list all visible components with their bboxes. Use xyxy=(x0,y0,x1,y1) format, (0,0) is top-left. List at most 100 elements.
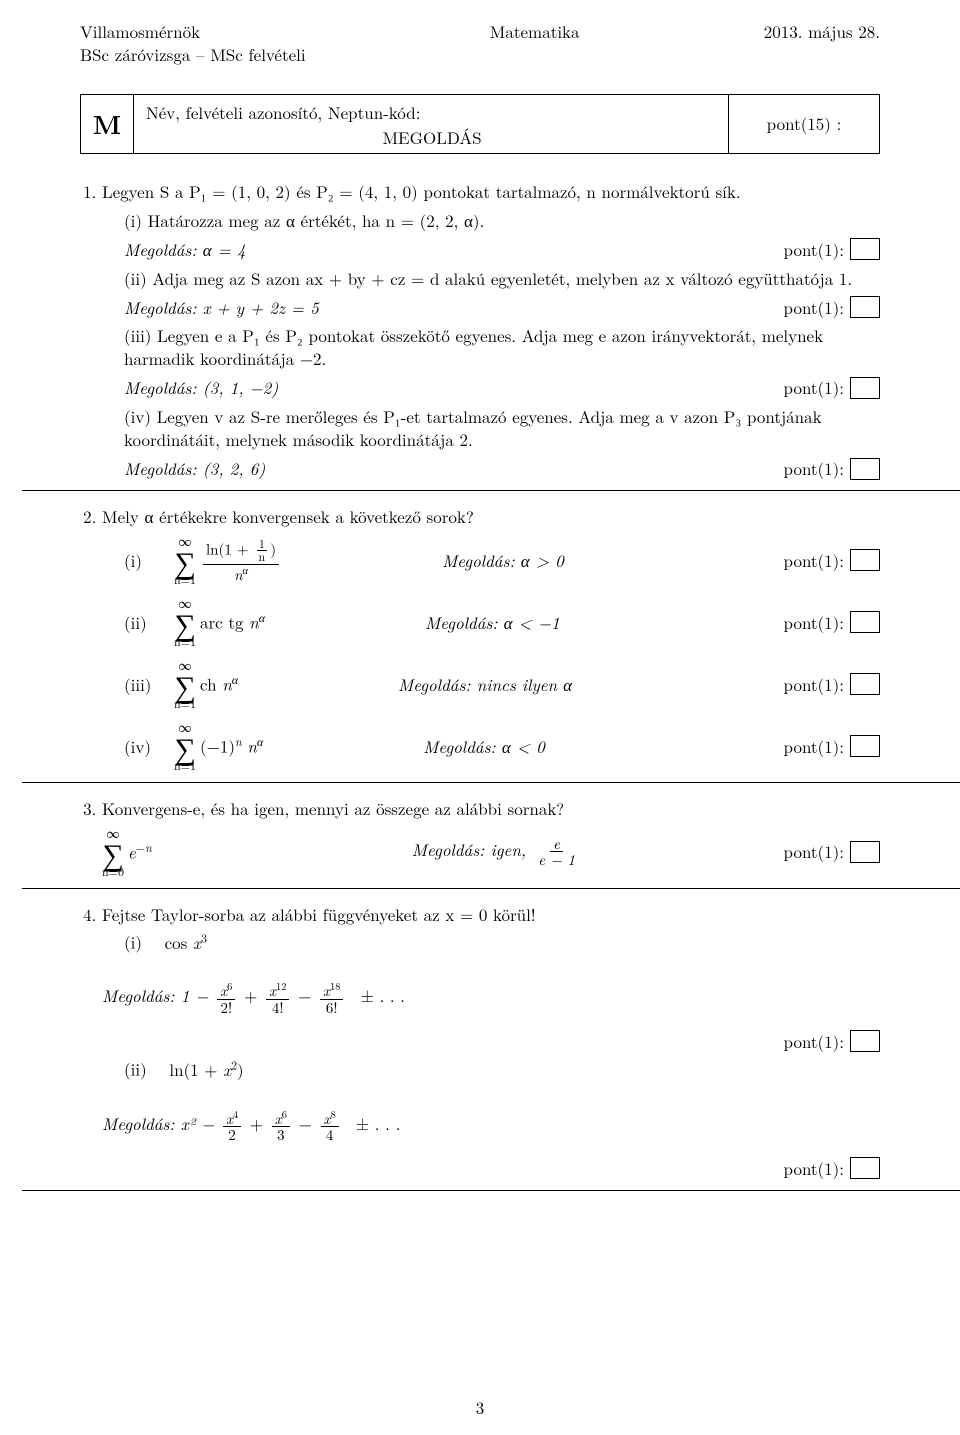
q2-i-label: (i) xyxy=(124,549,174,572)
score-box xyxy=(850,458,880,480)
q2-iii-solution: Megoldás: nincs ilyen α xyxy=(238,673,784,696)
score-label: pont(1): xyxy=(784,376,844,399)
problem-3: Konvergens-e, és ha igen, mennyi az össz… xyxy=(102,797,880,889)
sigma-icon: ∞ ∑ n=1 xyxy=(174,534,196,586)
q1-i-solution-row: Megoldás: α = 4 pont(1): xyxy=(124,238,880,261)
q3-score: pont(1): xyxy=(784,840,880,863)
score-box xyxy=(850,549,880,571)
q1-iii-text: (iii) Legyen e a P₁ és P₂ pontokat össze… xyxy=(124,324,880,370)
q4-ii-score-row: pont(1): xyxy=(102,1157,880,1180)
score-box xyxy=(850,296,880,318)
score-box xyxy=(850,735,880,757)
q4-ii-score: pont(1): xyxy=(784,1157,880,1180)
q4-ii-solution: Megoldás: x² − x42 + x63 − x84 ± . . . xyxy=(102,1109,880,1144)
score-label: pont(1): xyxy=(784,840,844,863)
score-label: pont(1): xyxy=(784,673,844,696)
q2-ii-label: (ii) xyxy=(124,611,174,634)
name-field-label: Név, felvételi azonosító, Neptun-kód: xyxy=(146,101,718,124)
score-label: pont(1): xyxy=(784,549,844,572)
sigma-icon: ∞ ∑ n=1 xyxy=(174,720,196,772)
q2-iv-label: (iv) xyxy=(124,735,174,758)
score-label: pont(1): xyxy=(784,1157,844,1180)
q3-solution: Megoldás: igen, e e − 1 xyxy=(152,836,784,869)
q1-text: Legyen S a P₁ = (1, 0, 2) és P₂ = (4, 1,… xyxy=(102,179,741,203)
q2-ii-expr: ∞ ∑ n=1 arc tg nα xyxy=(174,596,265,648)
q3-expr: ∞ ∑ n=0 e−n xyxy=(102,826,152,878)
score-label: pont(1): xyxy=(784,296,844,319)
q1-ii-text: (ii) Adja meg az S azon ax + by + cz = d… xyxy=(124,267,880,290)
header-subtitle: BSc záróvizsga – MSc felvételi xyxy=(80,43,306,66)
name-field-value: MEGOLDÁS xyxy=(146,126,718,149)
page-header: Villamosmérnök BSc záróvizsga – MSc felv… xyxy=(80,20,880,66)
q3-row: ∞ ∑ n=0 e−n Megoldás: igen, e e − 1 pont… xyxy=(102,826,880,878)
problem-list: Legyen S a P₁ = (1, 0, 2) és P₂ = (4, 1,… xyxy=(80,180,880,1191)
name-field-cell: Név, felvételi azonosító, Neptun-kód: ME… xyxy=(134,94,729,154)
q2-ii-score: pont(1): xyxy=(784,611,880,634)
q4-ii-label: (ii) xyxy=(124,1057,147,1081)
q4-i-score: pont(1): xyxy=(784,1030,880,1053)
score-label: pont(1): xyxy=(784,238,844,261)
problem-2: Mely α értékekre konvergensek a következ… xyxy=(102,505,880,783)
divider xyxy=(22,888,960,889)
q1-iv-text: (iv) Legyen v az S-re merőleges és P₁-et… xyxy=(124,405,880,451)
q1-iv-solution-row: Megoldás: (3, 2, 6) pont(1): xyxy=(124,457,880,480)
q4-ii-expr: ln(1 + x2) xyxy=(169,1057,243,1081)
header-program: Villamosmérnök xyxy=(80,20,306,43)
score-label: pont(1): xyxy=(784,611,844,634)
header-date: 2013. május 28. xyxy=(764,20,880,66)
q4-text: Fejtse Taylor-sorba az alábbi függvények… xyxy=(102,902,536,926)
q1-iv-solution: Megoldás: (3, 2, 6) xyxy=(124,457,265,480)
score-box xyxy=(850,673,880,695)
q2-iii-label: (iii) xyxy=(124,673,174,696)
q2-ii-row: (ii) ∞ ∑ n=1 arc tg nα Megoldás: α < −1 … xyxy=(124,596,880,648)
q1-i-score: pont(1): xyxy=(784,238,880,261)
q4-i-expr: cos x3 xyxy=(165,930,207,954)
q1-ii-solution-row: Megoldás: x + y + 2z = 5 pont(1): xyxy=(124,296,880,319)
exam-page: Villamosmérnök BSc záróvizsga – MSc felv… xyxy=(0,0,960,1435)
problem-4: Fejtse Taylor-sorba az alábbi függvények… xyxy=(102,903,880,1191)
q4-i-score-row: pont(1): xyxy=(102,1030,880,1053)
fraction: ln(1 + 1n) nα xyxy=(203,538,279,583)
variant-letter: M xyxy=(80,94,134,154)
q1-iii-solution: Megoldás: (3, 1, −2) xyxy=(124,376,278,399)
q2-ii-solution: Megoldás: α < −1 xyxy=(265,611,784,634)
header-left: Villamosmérnök BSc záróvizsga – MSc felv… xyxy=(80,20,306,66)
divider xyxy=(22,490,960,491)
q4-i: (i) cos x3 xyxy=(124,930,880,954)
q2-i-solution: Megoldás: α > 0 xyxy=(282,549,783,572)
q1-i-solution: Megoldás: α = 4 xyxy=(124,238,246,261)
score-box xyxy=(850,611,880,633)
score-label: pont(1): xyxy=(784,735,844,758)
q2-iv-score: pont(1): xyxy=(784,735,880,758)
q1-iii-solution-row: Megoldás: (3, 1, −2) pont(1): xyxy=(124,376,880,399)
header-subject: Matematika xyxy=(306,20,764,66)
score-box xyxy=(850,1030,880,1052)
score-box xyxy=(850,1157,880,1179)
q1-ii-score: pont(1): xyxy=(784,296,880,319)
sigma-icon: ∞ ∑ n=1 xyxy=(174,596,196,648)
q4-i-label: (i) xyxy=(124,930,142,954)
name-id-box: M Név, felvételi azonosító, Neptun-kód: … xyxy=(80,94,880,154)
q2-i-score: pont(1): xyxy=(784,549,880,572)
page-number: 3 xyxy=(0,1396,960,1419)
score-box xyxy=(850,377,880,399)
q1-iii-score: pont(1): xyxy=(784,376,880,399)
total-score-cell: pont(15) : xyxy=(729,94,880,154)
divider xyxy=(22,782,960,783)
q4-i-solution: Megoldás: 1 − x62! + x124! − x186! ± . .… xyxy=(102,981,880,1016)
q1-iv-score: pont(1): xyxy=(784,457,880,480)
q4-i-tail: ± . . . xyxy=(361,983,405,1007)
score-box xyxy=(850,841,880,863)
score-box xyxy=(850,238,880,260)
q2-i-row: (i) ∞ ∑ n=1 ln(1 + 1n) nα Megoldás: α > … xyxy=(124,534,880,586)
q2-iv-row: (iv) ∞ ∑ n=1 (−1)n nα Megoldás: α < 0 po… xyxy=(124,720,880,772)
q2-text: Mely α értékekre konvergensek a következ… xyxy=(102,504,474,528)
q2-iii-expr: ∞ ∑ n=1 ch nα xyxy=(174,658,238,710)
q3-text: Konvergens-e, és ha igen, mennyi az össz… xyxy=(102,796,564,820)
q2-iv-solution: Megoldás: α < 0 xyxy=(263,735,783,758)
q4-ii: (ii) ln(1 + x2) xyxy=(124,1057,880,1081)
divider xyxy=(22,1190,960,1191)
sigma-icon: ∞ ∑ n=0 xyxy=(102,826,124,878)
q4-ii-tail: ± . . . xyxy=(356,1110,400,1134)
q2-iii-row: (iii) ∞ ∑ n=1 ch nα Megoldás: nincs ilye… xyxy=(124,658,880,710)
